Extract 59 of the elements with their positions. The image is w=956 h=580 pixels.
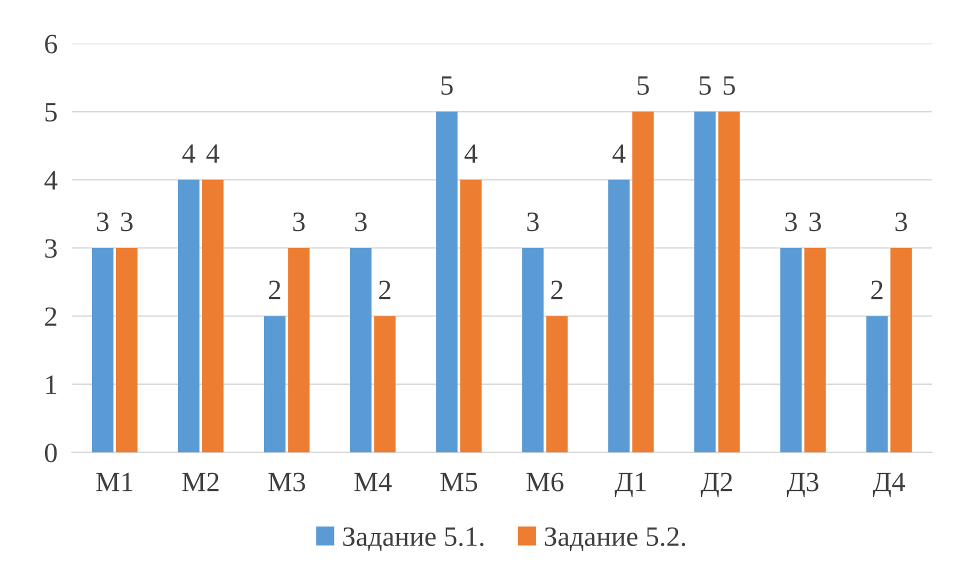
data-label: 3 [355,212,367,232]
y-tick-label: 1 [46,376,56,394]
data-label: 2 [269,280,280,300]
bar [288,248,310,452]
data-label: 5 [638,76,649,95]
bar [436,112,458,452]
legend-label: Задание 5.2. [544,527,686,552]
legend-label: Задание 5.1. [343,527,484,552]
data-label: 5 [700,76,711,95]
data-label: 2 [379,280,390,300]
data-label: 2 [871,280,882,300]
bar [374,316,396,452]
bar [350,248,372,452]
x-tick-label: Д4 [872,472,906,498]
x-tick-label: М1 [96,472,132,492]
y-tick-label: 6 [45,34,57,54]
x-tick-label: М2 [182,472,219,492]
data-label: 5 [442,76,453,95]
bar [522,248,544,452]
data-label: 4 [464,144,478,163]
data-label: 4 [612,144,626,163]
y-tick-label: 2 [45,307,56,326]
data-label: 3 [527,212,539,232]
x-tick-label: Д1 [614,472,646,498]
data-label: 3 [785,212,797,232]
bar [804,248,826,452]
y-tick-label: 3 [45,239,57,258]
bar [92,248,114,452]
bar [694,112,716,452]
bar [890,248,912,452]
data-label: 2 [551,280,562,300]
bar [546,316,568,452]
y-tick-label: 4 [44,171,58,190]
bar [780,248,802,452]
bar [202,180,224,452]
x-tick-label: М4 [354,472,392,492]
bar [178,180,200,452]
data-label: 4 [182,144,196,163]
data-label: 3 [809,212,821,232]
data-label: 3 [293,212,305,232]
x-tick-label: М6 [526,472,564,492]
x-tick-label: Д2 [700,472,732,498]
data-label: 4 [206,144,220,163]
bar [632,112,654,452]
data-label: 3 [97,212,109,232]
x-tick-label: М5 [440,472,478,492]
data-label: 3 [896,212,907,232]
y-tick-label: 5 [46,103,57,122]
bar [460,180,482,452]
bar [116,248,138,452]
x-tick-label: М3 [268,472,306,492]
data-label: 5 [724,76,735,95]
bar [608,180,630,452]
x-tick-label: Д3 [786,472,818,498]
bar [718,112,740,452]
data-label: 3 [121,212,133,232]
bar [264,316,286,452]
y-tick-label: 0 [44,444,57,462]
bar [866,316,888,452]
